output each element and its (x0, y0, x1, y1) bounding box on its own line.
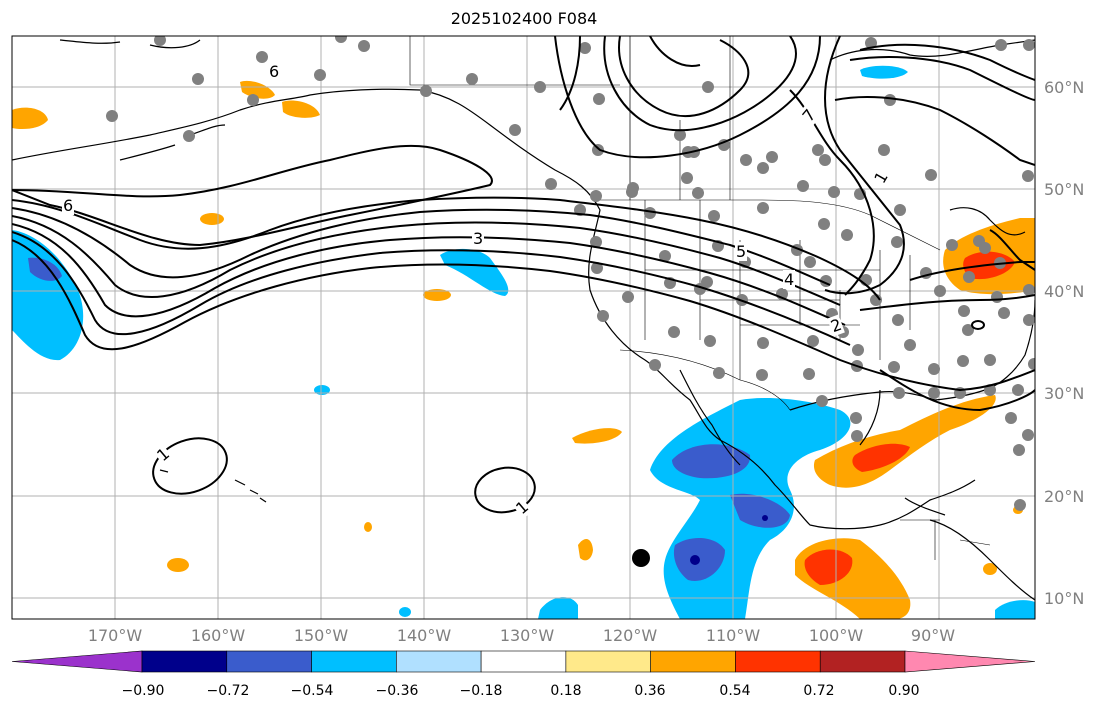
colorbar-segment (565, 650, 651, 673)
lon-label-130w: 130°W (499, 626, 555, 645)
lon-label-170w: 170°W (87, 626, 143, 645)
colorbar-tick: −0.18 (459, 683, 503, 699)
negative-anomaly-mexico-core2 (730, 493, 790, 528)
negative-anomaly-mexico-core1 (672, 444, 751, 479)
colorbar-segment (396, 650, 482, 673)
map-background (12, 36, 1035, 619)
lon-label-100w: 100°W (808, 626, 864, 645)
lon-label-160w: 160°W (190, 626, 246, 645)
colorbar-tick: −0.90 (121, 683, 165, 699)
colorbar-segment (650, 650, 736, 673)
contour-label-6-west: 6 (62, 196, 75, 215)
colorbar-segment (141, 650, 228, 673)
contour-label-4: 4 (783, 270, 796, 289)
lat-label-40n: 40°N (1044, 282, 1085, 301)
lat-label-60n: 60°N (1044, 78, 1085, 97)
lon-label-150w: 150°W (293, 626, 349, 645)
lat-label-30n: 30°N (1044, 384, 1085, 403)
colorbar-segment (480, 650, 567, 673)
colorbar-tick: 0.54 (719, 683, 751, 699)
colorbar-segment (11, 650, 143, 673)
colorbar-tick: 0.72 (803, 683, 835, 699)
lat-label-50n: 50°N (1044, 180, 1085, 199)
map-title: 2025102400 F084 (450, 9, 598, 28)
center-marker (632, 549, 650, 567)
contour-label-3: 3 (472, 229, 485, 248)
colorbar-segment (311, 650, 397, 673)
colorbar-tick: 0.18 (550, 683, 582, 699)
contour-label-6-north: 6 (268, 62, 281, 81)
colorbar-tick: 0.36 (634, 683, 666, 699)
lon-label-90w: 90°W (910, 626, 956, 645)
lon-label-120w: 120°W (602, 626, 658, 645)
colorbar (11, 650, 1036, 673)
positive-anomaly-central-america-core (804, 549, 853, 585)
colorbar-segment (735, 650, 821, 673)
coastlines (12, 39, 1035, 601)
colorbar-segment (904, 650, 1036, 673)
colorbar-tick: −0.72 (206, 683, 250, 699)
contour-lines (12, 36, 1035, 514)
positive-anomaly-gulf-core (852, 443, 910, 472)
lon-label-140w: 140°W (396, 626, 452, 645)
contour-label-5: 5 (735, 242, 748, 261)
colorbar-tick: −0.36 (375, 683, 419, 699)
lat-label-20n: 20°N (1044, 487, 1085, 506)
anomaly-fills (12, 65, 1035, 619)
map-frame (11, 35, 1036, 620)
colorbar-tick: −0.54 (290, 683, 334, 699)
lat-label-10n: 10°N (1044, 589, 1085, 608)
colorbar-segment (226, 650, 312, 673)
lon-label-110w: 110°W (705, 626, 761, 645)
colorbar-segment (819, 650, 906, 673)
colorbar-tick: 0.90 (888, 683, 920, 699)
